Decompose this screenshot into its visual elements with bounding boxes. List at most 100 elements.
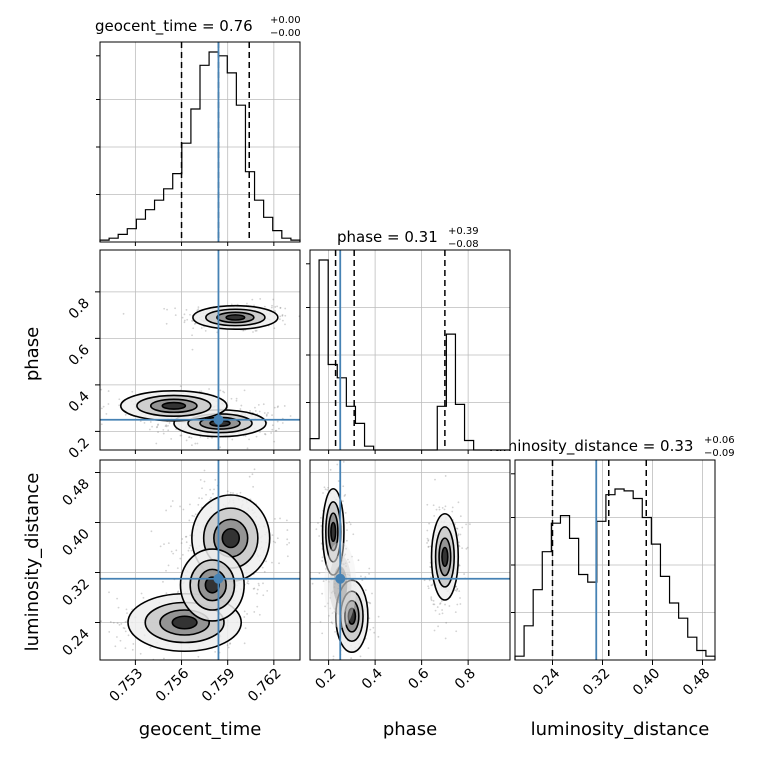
sample-point	[302, 614, 304, 616]
sample-point	[143, 422, 146, 424]
sample-point	[168, 422, 171, 424]
sample-point	[97, 603, 99, 605]
ylabel-luminosity_distance: luminosity_distance	[22, 473, 43, 652]
title-phase: phase = 0.31	[337, 228, 438, 246]
sample-point	[283, 405, 286, 407]
contour-2-2	[197, 568, 227, 602]
sample-point	[321, 560, 324, 562]
sample-point	[163, 307, 166, 310]
contour-2-3	[161, 401, 187, 410]
sample-point	[188, 519, 191, 522]
xtick-label-phase-2: 0.6	[405, 665, 432, 692]
sample-point	[185, 439, 188, 442]
sample-point	[322, 492, 324, 494]
sample-point	[326, 602, 329, 605]
sample-point	[253, 304, 255, 307]
sample-point	[256, 605, 259, 608]
sample-point	[214, 651, 217, 653]
sample-point	[200, 390, 203, 393]
sample-point	[243, 610, 246, 613]
sample-point	[279, 315, 282, 318]
sample-point	[459, 533, 462, 536]
contour-0-3	[330, 521, 337, 543]
sample-point	[286, 529, 289, 531]
sample-point	[427, 545, 430, 548]
sample-point	[247, 582, 250, 585]
sample-point	[359, 655, 362, 658]
sample-point	[333, 610, 336, 613]
sample-point	[246, 613, 248, 615]
sample-point	[259, 298, 262, 300]
sample-point	[270, 306, 273, 309]
sample-point	[186, 318, 189, 321]
sample-point	[441, 612, 444, 615]
sample-point	[100, 407, 103, 410]
sample-point	[85, 624, 87, 626]
sample-point	[163, 543, 165, 546]
sample-point	[463, 573, 466, 575]
sample-point	[276, 420, 279, 423]
sample-point	[319, 516, 322, 519]
sample-point	[254, 406, 256, 409]
sample-point	[459, 515, 462, 518]
sample-point	[329, 468, 332, 471]
sample-point	[372, 626, 375, 629]
contour-2-0	[430, 512, 460, 601]
sample-point	[173, 660, 175, 662]
sample-point	[342, 485, 345, 488]
sample-point	[427, 546, 430, 548]
sample-point	[351, 555, 353, 558]
sample-point	[346, 529, 348, 532]
sample-point	[457, 501, 460, 504]
sample-point	[179, 557, 182, 560]
sample-point	[190, 549, 193, 552]
sample-point	[345, 539, 348, 542]
sample-point	[259, 431, 261, 433]
sample-point	[265, 414, 268, 417]
sample-point	[199, 479, 202, 481]
sample-point	[231, 438, 234, 441]
sample-point	[246, 582, 249, 584]
sample-point	[170, 550, 173, 553]
sample-point	[324, 488, 327, 491]
sample-point	[320, 525, 323, 527]
sample-point	[342, 460, 345, 463]
sample-point	[368, 567, 371, 570]
sample-point	[345, 522, 348, 524]
sample-point	[321, 592, 324, 595]
sample-point	[185, 535, 187, 538]
sample-point	[448, 605, 451, 607]
sample-point	[336, 463, 339, 466]
sample-point	[441, 506, 444, 509]
sample-point	[432, 504, 435, 507]
sample-point	[279, 307, 282, 309]
sample-point	[444, 475, 447, 477]
sample-point	[321, 556, 324, 559]
sample-point	[364, 576, 367, 578]
sample-point	[132, 643, 135, 645]
xtick-label-luminosity_distance-0: 0.24	[530, 665, 563, 698]
sample-point	[182, 508, 185, 511]
sample-point	[284, 307, 287, 310]
sample-point	[329, 607, 332, 610]
sample-point	[369, 602, 372, 605]
sample-point	[426, 529, 429, 532]
contour-1-2	[344, 599, 360, 633]
xlabel-luminosity_distance: luminosity_distance	[531, 719, 710, 740]
sample-point	[162, 580, 164, 583]
contour-0-1	[205, 308, 266, 327]
sample-point	[278, 427, 280, 430]
xtick-label-geocent_time-1: 0.756	[153, 665, 193, 705]
sample-point	[219, 389, 222, 392]
sample-point	[332, 590, 334, 593]
sample-point	[248, 475, 251, 478]
sample-point	[284, 314, 287, 317]
density-panel-luminosity_distance-vs-geocent_time-frame	[99, 459, 301, 661]
sample-point	[423, 579, 426, 582]
sample-point	[156, 424, 159, 427]
sample-point	[123, 627, 126, 630]
sample-point	[367, 647, 370, 650]
sample-point	[124, 647, 127, 650]
sample-point	[276, 406, 279, 409]
sample-point	[194, 513, 197, 516]
